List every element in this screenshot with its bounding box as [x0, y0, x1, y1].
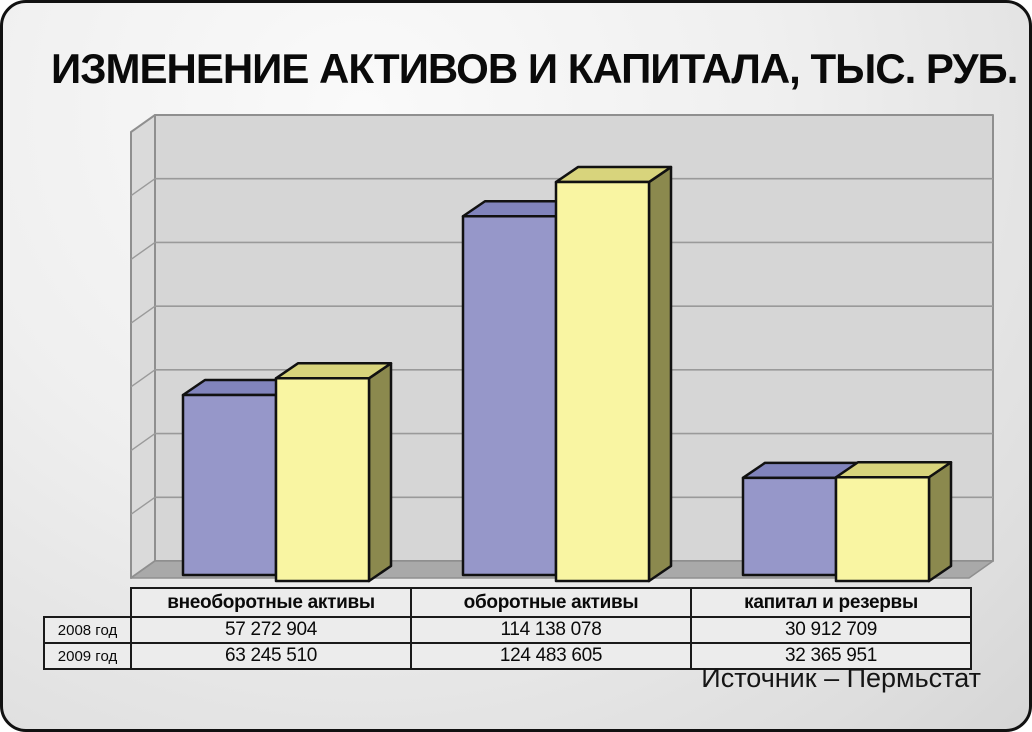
table-row-label-0: 2008 год	[43, 616, 132, 644]
source-note: Источник – Пермьстат	[701, 663, 981, 693]
bar-2008-cat0-front	[181, 393, 278, 577]
table-value-cell-0-0: 57 272 904	[130, 616, 412, 644]
table-value-cell-1-1: 124 483 605	[410, 642, 692, 670]
table-header-cell-2: капитал и резервы	[690, 587, 972, 618]
bar-2008-cat2-front	[741, 476, 838, 577]
gridline-sidewall-6	[130, 496, 156, 515]
bar-2009-cat1-top	[554, 165, 673, 184]
bar-2008-cat1-front	[461, 215, 558, 577]
table-value-cell-0-2: 30 912 709	[690, 616, 972, 644]
gridline-sidewall-5	[130, 433, 156, 452]
table-value-cell-0-1: 114 138 078	[410, 616, 692, 644]
table-value-cell-1-2: 32 365 951	[690, 642, 972, 670]
bar-2009-cat0-side	[367, 362, 393, 583]
chart-title: ИЗМЕНЕНИЕ АКТИВОВ И КАПИТАЛА, ТЫС. РУБ.	[51, 45, 1018, 92]
table-row-0: 2008 год 57 272 904 114 138 078 30 912 709	[43, 616, 972, 644]
bar-2009-cat1-side	[647, 165, 673, 583]
table-row-1: 2009 год 63 245 510 124 483 605 32 365 951	[43, 642, 972, 670]
bar-chart-3d	[130, 114, 994, 583]
table-row-label-1: 2009 год	[43, 642, 132, 670]
table-value-cell-1-0: 63 245 510	[130, 642, 412, 670]
table-header-cell-0: внеоборотные активы	[130, 587, 412, 618]
table-header-row: внеоборотные активы оборотные активы капит…	[44, 587, 972, 618]
chart-left-wall	[130, 114, 156, 579]
bar-2009-cat0-front	[274, 377, 371, 583]
data-table: внеоборотные активы оборотные активы капит…	[43, 587, 972, 670]
gridline-sidewall-4	[130, 369, 156, 388]
bar-2009-cat2-side	[927, 461, 953, 583]
bar-2009-cat0-top	[274, 362, 393, 380]
gridline-sidewall-2	[130, 241, 156, 260]
bar-2009-cat2-front	[834, 476, 931, 583]
bar-2009-cat2-top	[834, 461, 953, 479]
bar-2009-cat1-front	[554, 180, 651, 583]
table-corner-spacer	[44, 588, 131, 617]
gridline-sidewall-1	[130, 178, 156, 197]
gridline-sidewall-3	[130, 305, 156, 324]
table-header-cell-1: оборотные активы	[410, 587, 692, 618]
values-table: внеоборотные активы оборотные активы капит…	[43, 587, 972, 670]
